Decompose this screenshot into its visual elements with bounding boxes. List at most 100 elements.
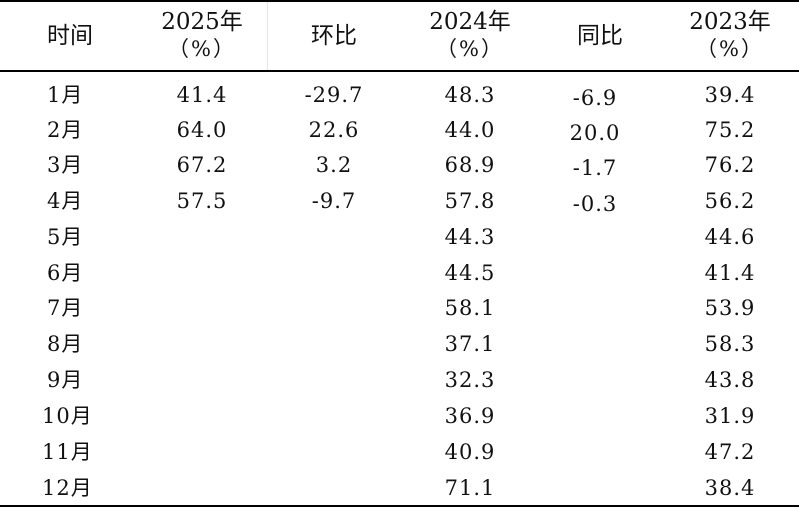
cell-hb: -9.7 [311,189,357,213]
cell-tb: -1.7 [572,156,618,180]
cell-tb: 20.0 [569,121,621,145]
cell-2025 [140,362,264,398]
cell-tb [540,470,650,506]
cell-month: 2月 [47,118,84,142]
cell-2024: 44.3 [444,225,496,249]
cell-tb: -6.9 [572,86,618,110]
cell-2023: 75.2 [704,118,756,142]
cell-hb: 3.2 [315,153,353,177]
header-2025-label: 2025年 [161,9,243,35]
table-row: 9月 32.3 43.8 [0,362,799,398]
header-2024-unit: （%） [436,37,504,61]
table-row: 11月 40.9 47.2 [0,434,799,470]
cell-2025 [140,219,264,255]
header-tb-label: 同比 [577,23,623,49]
cell-2025: 57.5 [176,189,228,213]
table-row: 10月 36.9 31.9 [0,398,799,434]
cell-tb [540,398,650,434]
cell-2025 [140,326,264,362]
table-row: 7月 58.1 53.9 [0,290,799,326]
header-2023: 2023年 （%） [668,8,792,62]
cell-2025 [140,398,264,434]
header-2023-unit: （%） [696,37,764,61]
cell-month: 8月 [47,332,84,356]
header-hb-label: 环比 [311,23,357,49]
header-column-divider [267,2,268,70]
cell-2024: 44.5 [444,261,496,285]
cell-2025 [140,290,264,326]
cell-tb [540,255,650,291]
cell-month: 6月 [47,261,84,285]
cell-month: 9月 [47,368,84,392]
cell-month: 11月 [42,440,93,464]
table-top-rule [0,0,799,2]
cell-2025 [140,255,264,291]
header-2024-label: 2024年 [429,9,511,35]
header-time-label: 时间 [47,23,93,49]
cell-2023: 76.2 [704,153,756,177]
cell-2025: 41.4 [176,83,228,107]
cell-2024: 48.3 [444,83,496,107]
header-2024: 2024年 （%） [408,8,532,62]
table-row: 5月 44.3 44.6 [0,219,799,255]
cell-2023: 56.2 [704,189,756,213]
cell-2024: 32.3 [444,368,496,392]
cell-2023: 31.9 [704,404,756,428]
cell-2023: 44.6 [704,225,756,249]
header-time: 时间 [20,22,120,50]
header-2023-label: 2023年 [689,9,771,35]
cell-hb [272,255,396,291]
header-2025: 2025年 （%） [140,8,264,62]
header-bottom-rule [0,70,799,72]
cell-hb [272,219,396,255]
cell-hb [272,290,396,326]
cell-tb [540,326,650,362]
cell-2023: 58.3 [704,332,756,356]
cell-2024: 40.9 [444,440,496,464]
cell-tb: -0.3 [572,192,618,216]
cell-2024: 68.9 [444,153,496,177]
cell-2025: 64.0 [176,118,228,142]
cell-2023: 39.4 [704,83,756,107]
cell-hb [272,326,396,362]
cell-tb [540,219,650,255]
cell-tb [540,290,650,326]
cell-tb [540,362,650,398]
cell-month: 3月 [47,153,84,177]
table-row: 8月 37.1 58.3 [0,326,799,362]
header-hb: 环比 [272,22,396,50]
cell-2025 [140,470,264,506]
table-row: 12月 71.1 38.4 [0,470,799,506]
cell-2024: 36.9 [444,404,496,428]
table-bottom-rule [0,505,799,507]
table-row: 1月 41.4 -29.7 48.3 -6.9 39.4 [0,77,799,113]
cell-2023: 41.4 [704,261,756,285]
cell-hb [272,434,396,470]
cell-month: 5月 [47,225,84,249]
cell-hb [272,470,396,506]
cell-tb [540,434,650,470]
cell-2024: 57.8 [444,189,496,213]
table-row: 6月 44.5 41.4 [0,255,799,291]
cell-2024: 58.1 [444,296,496,320]
cell-2023: 38.4 [704,476,756,500]
cell-month: 12月 [42,476,93,500]
cell-hb [272,398,396,434]
cell-month: 7月 [47,296,84,320]
cell-month: 4月 [47,189,84,213]
cell-2024: 44.0 [444,118,496,142]
cell-2025: 67.2 [176,153,228,177]
cell-2023: 47.2 [704,440,756,464]
table-row: 3月 67.2 3.2 68.9 -1.7 76.2 [0,147,799,183]
header-2025-unit: （%） [168,37,236,61]
cell-2024: 37.1 [444,332,496,356]
cell-hb: 22.6 [308,118,360,142]
table-row: 2月 64.0 22.6 44.0 20.0 75.2 [0,112,799,148]
cell-2023: 43.8 [704,368,756,392]
cell-2023: 53.9 [704,296,756,320]
header-tb: 同比 [540,22,660,50]
cell-hb [272,362,396,398]
cell-hb: -29.7 [304,83,364,107]
cell-2025 [140,434,264,470]
